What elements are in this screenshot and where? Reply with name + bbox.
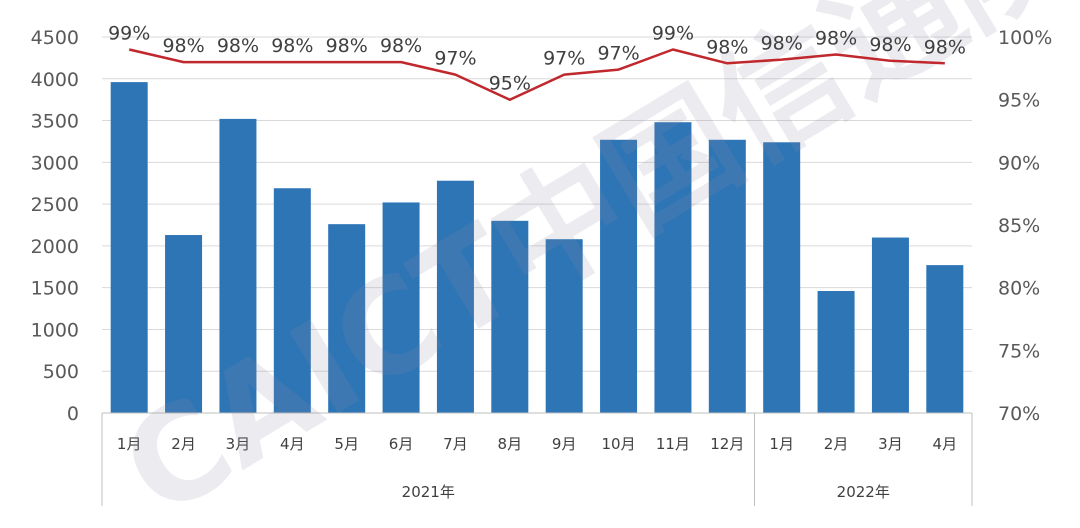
y-tick-label: 4500 <box>31 27 79 49</box>
y2-tick-label: 100% <box>998 27 1052 49</box>
line-data-label: 99% <box>652 23 694 45</box>
x-tick-label: 11月 <box>656 435 690 453</box>
x-axis-groups: 2021年 2022年 <box>402 483 890 501</box>
line-series <box>128 48 945 101</box>
line-data-label: 98% <box>761 33 803 55</box>
y-tick-label: 3500 <box>31 111 79 133</box>
line-data-label: 98% <box>924 36 966 58</box>
line-data-label: 98% <box>271 35 313 57</box>
x-tick-label: 3月 <box>878 435 903 453</box>
y-tick-label: 2000 <box>31 236 79 258</box>
line-path <box>128 48 945 101</box>
bar <box>436 180 474 413</box>
y-tick-label: 1500 <box>31 278 79 300</box>
x-tick-label: 3月 <box>226 435 251 453</box>
x-axis <box>101 412 973 506</box>
line-data-label: 98% <box>706 36 748 58</box>
y2-tick-label: 70% <box>998 403 1040 425</box>
x-tick-label: 6月 <box>389 435 414 453</box>
y-tick-label: 1000 <box>31 319 79 341</box>
bar <box>382 202 420 413</box>
x-tick-label: 1月 <box>769 435 794 453</box>
x-tick-label: 2月 <box>171 435 196 453</box>
bar <box>328 224 366 413</box>
bar <box>110 82 148 414</box>
y2-tick-label: 75% <box>998 340 1040 362</box>
x-tick-label: 7月 <box>443 435 468 453</box>
left-axis-ticks: 0 500 1000 1500 2000 2500 3000 3500 4000 4500 <box>31 27 79 425</box>
x-tick-label: 9月 <box>552 435 577 453</box>
y-tick-label: 2500 <box>31 194 79 216</box>
line-data-label: 97% <box>543 48 585 70</box>
bar <box>708 139 746 414</box>
line-data-label: 98% <box>326 35 368 57</box>
bar <box>654 122 692 413</box>
y2-tick-label: 85% <box>998 215 1040 237</box>
y2-tick-label: 90% <box>998 152 1040 174</box>
bar <box>491 220 529 413</box>
y2-tick-label: 95% <box>998 90 1040 112</box>
line-data-labels: 99% 98% 98% 98% 98% 98% 97% 95% 97% 97% 99% 98% 98% 9… <box>108 23 966 95</box>
y2-tick-label: 80% <box>998 278 1040 300</box>
line-data-label: 99% <box>108 23 150 45</box>
line-data-label: 98% <box>380 35 422 57</box>
x-axis-ticks: 1月 2月 3月 4月 5月 6月 7月 8月 9月 10月 11月 12月 1月 2月 3月 4月 <box>117 435 957 453</box>
bar <box>165 235 203 413</box>
y-tick-label: 3000 <box>31 152 79 174</box>
bar <box>545 239 583 413</box>
bar-series <box>110 82 964 414</box>
y-tick-label: 4000 <box>31 69 79 91</box>
x-tick-label: 1月 <box>117 435 142 453</box>
x-group-label: 2021年 <box>402 483 455 501</box>
line-data-label: 97% <box>597 43 639 65</box>
x-tick-label: 2月 <box>824 435 849 453</box>
right-axis-ticks: 70% 75% 80% 85% 90% 95% 100% <box>998 27 1052 425</box>
y-tick-label: 500 <box>43 361 79 383</box>
line-data-label: 95% <box>489 73 531 95</box>
line-data-label: 98% <box>815 28 857 50</box>
y-tick-label: 0 <box>67 403 79 425</box>
line-data-label: 98% <box>217 35 259 57</box>
line-data-label: 98% <box>162 35 204 57</box>
x-tick-label: 5月 <box>334 435 359 453</box>
bar <box>600 139 638 414</box>
x-tick-label: 12月 <box>710 435 744 453</box>
x-tick-label: 4月 <box>933 435 958 453</box>
bar <box>817 291 855 413</box>
bar <box>219 118 257 413</box>
bar <box>273 188 311 413</box>
bar <box>871 237 909 413</box>
x-group-label: 2022年 <box>837 483 890 501</box>
x-tick-label: 4月 <box>280 435 305 453</box>
x-tick-label: 10月 <box>602 435 636 453</box>
x-tick-label: 8月 <box>498 435 523 453</box>
bar <box>926 265 964 413</box>
line-data-label: 98% <box>869 34 911 56</box>
bar <box>763 142 801 413</box>
line-data-label: 97% <box>434 48 476 70</box>
